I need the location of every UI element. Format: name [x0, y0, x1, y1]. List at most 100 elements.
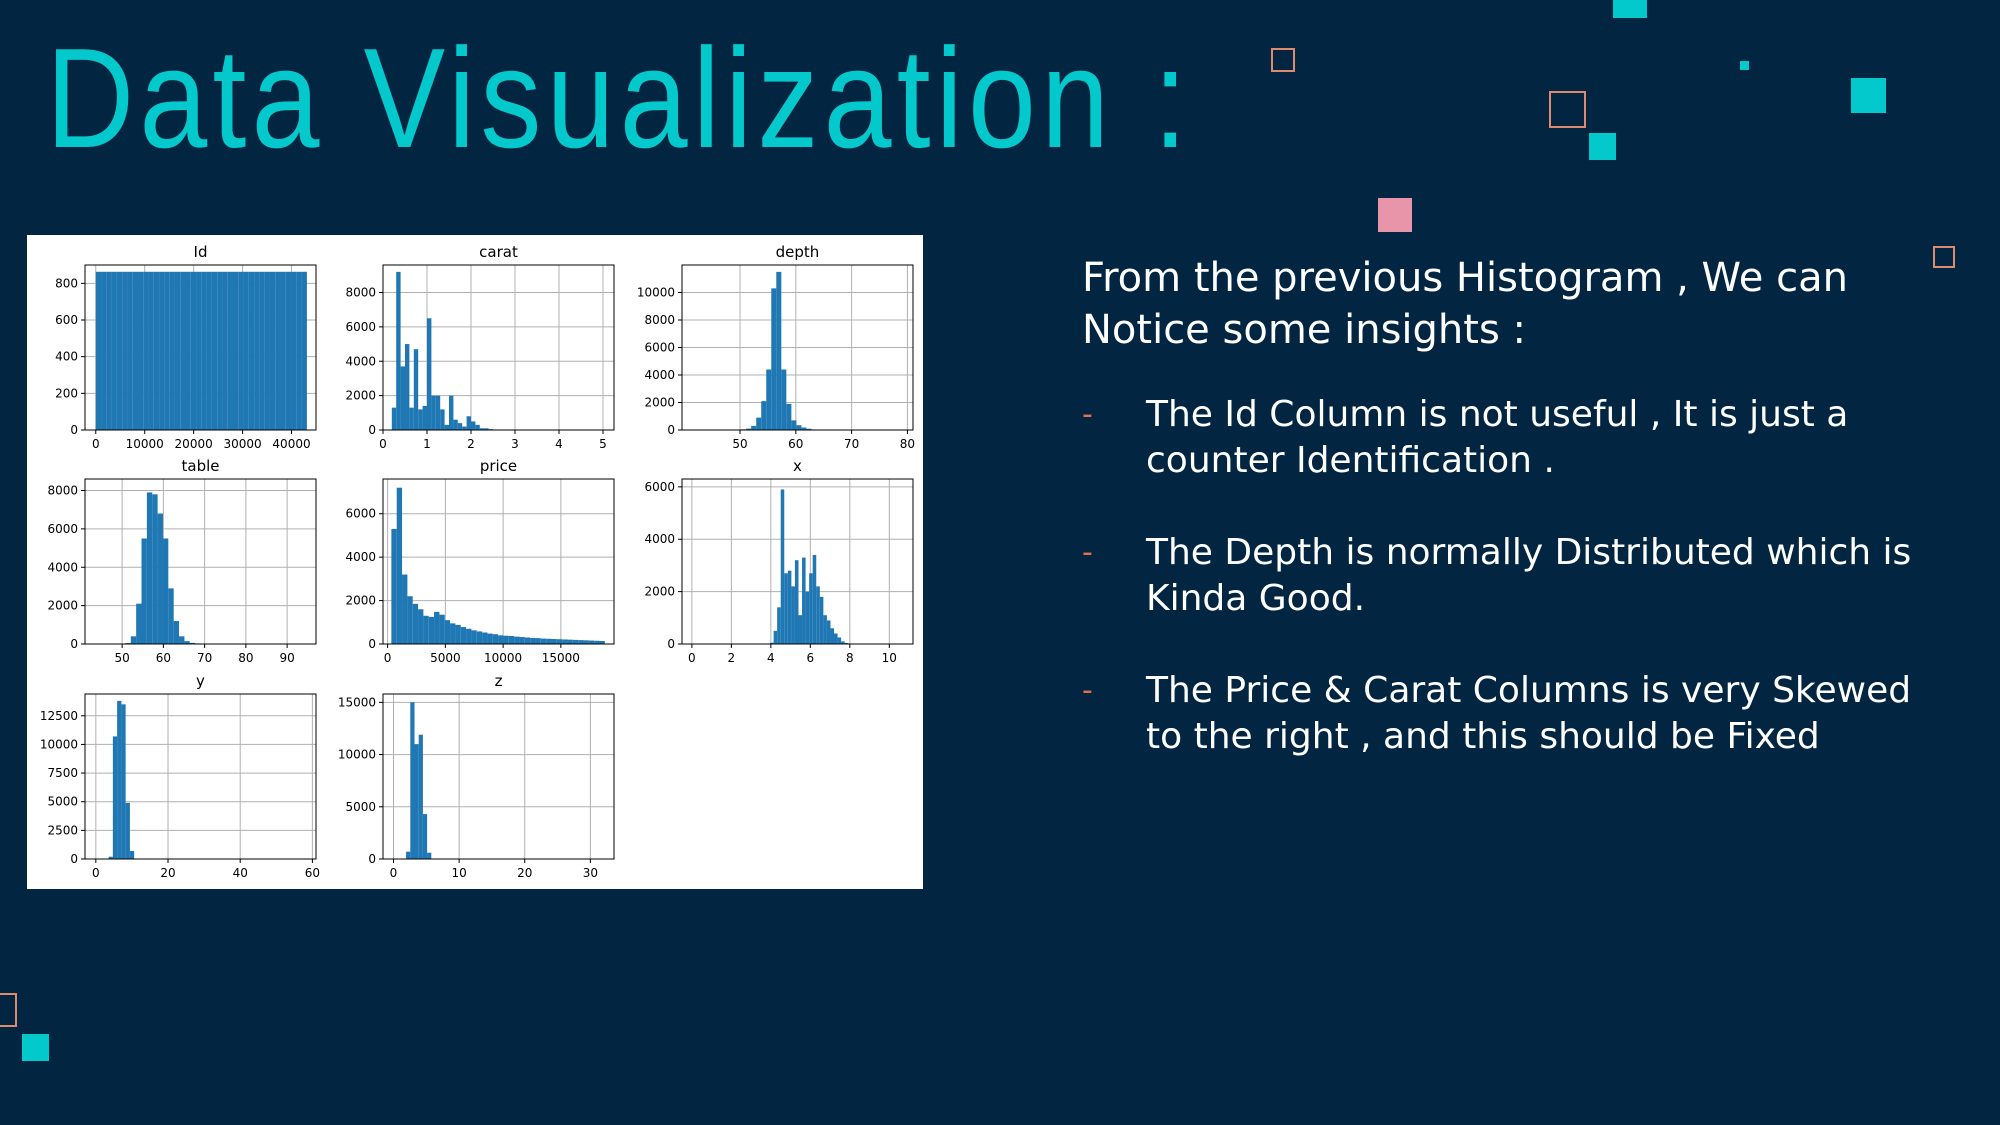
x-tick-label: 4	[555, 437, 563, 451]
histogram-bar	[206, 271, 212, 430]
axes-frame	[84, 264, 317, 431]
x-tick-label: 0	[384, 651, 392, 665]
x-tick-label: 80	[900, 437, 915, 451]
histogram-bar	[484, 428, 489, 430]
decor-square-outline-3	[1933, 246, 1955, 268]
decor-square-2	[1740, 61, 1749, 70]
y-tick-label: 0	[368, 852, 376, 866]
histogram-bar	[567, 639, 573, 644]
x-tick-label: 70	[844, 437, 859, 451]
x-tick-label: 8	[846, 651, 854, 665]
subplot-title: z	[495, 672, 503, 690]
y-tick-label: 2000	[644, 585, 675, 599]
histogram-bar	[291, 271, 297, 430]
decor-square-outline-1	[1271, 48, 1295, 72]
histogram-bar	[423, 615, 429, 644]
histogram-bar	[784, 573, 788, 644]
histogram-bar	[806, 428, 812, 430]
bullet-dash: -	[1082, 535, 1093, 570]
histogram-bar	[280, 271, 286, 430]
histogram-bar	[407, 596, 413, 644]
histogram-bar	[406, 851, 411, 859]
histogram-bar	[487, 633, 493, 644]
histogram-bar	[816, 586, 820, 644]
y-tick-label: 10000	[637, 286, 675, 300]
decor-square-3	[1851, 78, 1886, 113]
y-tick-label: 7500	[47, 766, 78, 780]
histogram-bar	[418, 609, 424, 644]
histogram-bar	[524, 637, 531, 644]
decor-square-outline-2	[1549, 91, 1586, 128]
histogram-bar	[217, 271, 223, 430]
histogram-bar	[168, 588, 174, 644]
histogram-bar	[819, 596, 824, 644]
axes-frame	[681, 478, 914, 645]
histogram-bar	[296, 271, 302, 430]
histogram-bar	[444, 424, 449, 430]
histogram-bar	[462, 426, 467, 430]
y-tick-label: 0	[70, 423, 78, 437]
histogram-bar	[148, 271, 154, 430]
y-tick-label: 8000	[47, 484, 78, 498]
y-tick-label: 4000	[47, 560, 78, 574]
x-tick-label: 10000	[484, 651, 522, 665]
histogram-bar	[519, 637, 525, 644]
axes-frame	[382, 264, 615, 431]
x-tick-label: 2	[728, 651, 736, 665]
histogram-bar	[450, 623, 456, 644]
subplot-title: y	[196, 672, 205, 690]
y-tick-label: 600	[55, 313, 78, 327]
histogram-bar	[269, 271, 276, 430]
histogram-bar	[594, 640, 600, 644]
histogram-bar	[434, 611, 440, 644]
histogram-bar	[413, 349, 419, 430]
histogram-bar	[455, 624, 461, 644]
axes-frame	[84, 693, 317, 860]
histogram-bar	[780, 489, 785, 644]
histogram-bar	[503, 635, 509, 644]
histogram-bar	[121, 704, 126, 859]
histogram-bar	[146, 492, 153, 644]
x-tick-label: 20000	[175, 437, 213, 451]
histogram-bar	[238, 271, 244, 430]
histogram-bar	[453, 419, 458, 430]
insight-text: The Price & Carat Columns is very Skewed…	[1146, 670, 1912, 757]
subplot-title: table	[182, 457, 220, 475]
x-tick-label: 60	[156, 651, 171, 665]
histogram-bar	[471, 630, 477, 644]
histogram-bar	[809, 573, 813, 644]
y-tick-label: 6000	[644, 341, 675, 355]
histogram-bar	[129, 850, 135, 859]
histogram-bar	[826, 620, 831, 644]
y-tick-label: 4000	[644, 368, 675, 382]
histogram-bar	[535, 638, 541, 644]
histogram-bar	[427, 852, 432, 859]
histogram-bar	[578, 640, 584, 644]
x-tick-label: 20	[160, 866, 175, 880]
x-tick-label: 0	[92, 866, 100, 880]
y-tick-label: 6000	[345, 507, 376, 521]
histogram-bar	[301, 271, 307, 430]
histogram-bar	[841, 641, 845, 644]
histogram-bar	[137, 271, 144, 430]
bullet-dash: -	[1082, 397, 1093, 432]
histogram-bar	[112, 736, 118, 859]
histogram-bar	[599, 640, 605, 644]
histogram-bar	[164, 271, 170, 430]
histogram-bar	[801, 427, 807, 430]
decor-square-1	[1613, 0, 1647, 18]
histogram-bar	[546, 638, 552, 644]
histogram-bar	[508, 635, 515, 644]
axes-frame	[84, 478, 317, 645]
histogram-bar	[812, 554, 817, 644]
histogram-bar	[402, 574, 408, 644]
x-tick-label: 2	[467, 437, 475, 451]
histogram-bar	[761, 401, 767, 430]
histogram-bar	[444, 620, 451, 644]
histogram-bar	[428, 616, 435, 644]
y-tick-label: 10000	[338, 748, 376, 762]
histogram-bar	[248, 271, 255, 430]
x-tick-label: 60	[788, 437, 803, 451]
histogram-grid: Id0 10000 20000 30000 400000200400600800cara…	[40, 243, 915, 880]
x-tick-label: 3	[511, 437, 519, 451]
